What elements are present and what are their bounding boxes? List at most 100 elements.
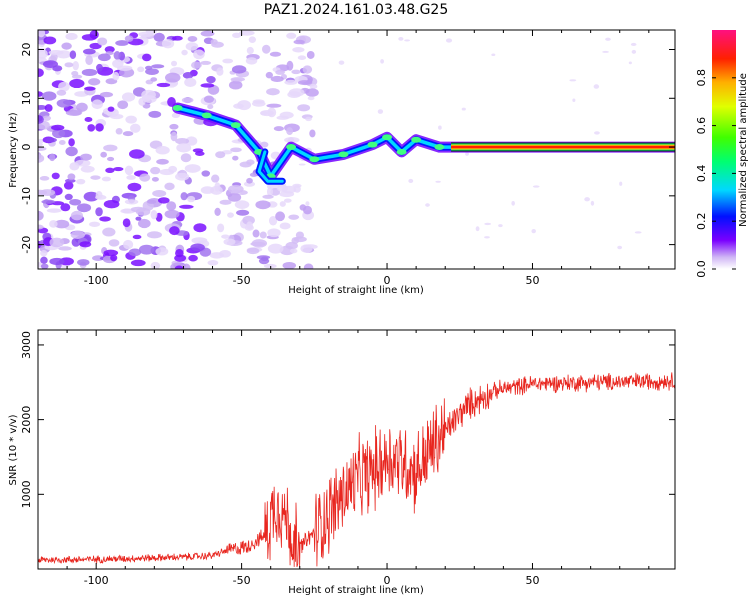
noise-blob [45,137,57,143]
noise-blob [69,50,77,60]
noise-blob [145,68,159,75]
noise-blob [305,201,310,206]
colorbar-tick-label: 0.4 [695,165,708,183]
noise-blob [193,49,205,60]
noise-blob [74,159,91,167]
noise-blob [138,97,146,106]
noise-blob [260,109,274,117]
spectrogram-x-tick-label: -50 [233,274,251,287]
noise-blob [124,35,134,42]
noise-blob [42,60,59,69]
noise-blob [279,111,294,119]
noise-blob [277,184,289,193]
noise-blob [283,198,292,203]
noise-blob [246,46,254,55]
noise-blob [200,30,215,37]
snr-y-tick-label: 1000 [20,480,33,508]
noise-blob [38,138,44,144]
noise-blob [103,249,119,257]
noise-blob [151,176,159,182]
noise-blob [532,185,540,188]
noise-blob [82,48,96,55]
noise-blob [150,209,158,220]
noise-blob [64,193,73,201]
noise-blob [182,72,194,79]
noise-blob [292,47,305,53]
noise-blob [40,256,48,264]
colorbar-gradient [712,30,736,269]
spectrogram-x-tick-label: -100 [84,274,109,287]
noise-blob [219,249,231,258]
noise-blob [125,115,137,124]
noise-blob [279,201,286,207]
noise-blob [83,191,99,202]
spectrogram-y-tick-label: 20 [20,43,33,57]
noise-blob [193,223,207,233]
snr-x-tick-label: -100 [84,574,109,587]
noise-blob [305,116,312,122]
noise-blob [590,200,595,206]
noise-blob [275,69,285,75]
noise-blob [266,88,280,96]
noise-blob [531,228,536,234]
noise-blob [61,42,72,50]
noise-blob [214,182,221,192]
noise-blob [101,176,112,182]
noise-blob [246,221,253,230]
noise-blob [233,103,244,109]
noise-blob [445,38,453,43]
noise-blob [81,68,98,77]
ridge-point [286,144,297,151]
noise-blob [84,86,96,91]
noise-blob [309,84,318,89]
noise-blob [110,254,118,262]
spectrogram-noise [38,30,642,269]
noise-blob [169,123,179,130]
noise-blob [230,147,242,153]
noise-blob [215,151,226,159]
noise-blob [303,263,314,269]
noise-blob [302,65,313,74]
noise-blob [236,209,250,216]
noise-blob [156,82,171,88]
noise-blob [475,226,480,232]
noise-blob [122,208,132,214]
noise-blob [137,218,151,229]
noise-blob [291,69,301,75]
noise-blob [265,71,273,79]
noise-blob [146,231,162,239]
noise-blob [602,50,610,53]
noise-blob [84,117,93,122]
noise-blob [251,239,268,248]
noise-blob [238,30,255,36]
colorbar-ticks: 0.0 0.2 0.4 0.6 0.8 [695,69,736,278]
ridge-point [338,151,349,158]
ridge-point [411,136,422,143]
noise-blob [214,207,221,217]
noise-blob [252,229,260,238]
noise-blob [38,154,45,163]
noise-blob [38,115,44,124]
noise-blob [150,261,161,269]
spectrogram-ridge [172,102,675,185]
noise-blob [92,255,105,262]
noise-blob [288,88,305,97]
ridge-point [309,156,320,163]
noise-blob [206,76,216,84]
noise-blob [279,222,291,230]
noise-blob [38,146,47,151]
spectrogram-frame [37,29,676,270]
noise-blob [76,102,88,112]
noise-blob [227,192,242,202]
noise-blob [130,259,146,267]
noise-blob [56,98,72,108]
noise-blob [180,192,188,201]
noise-blob [91,99,103,110]
noise-blob [112,59,124,68]
noise-blob [230,77,246,82]
noise-blob [69,198,82,206]
noise-blob [151,64,165,69]
noise-blob [40,263,49,269]
